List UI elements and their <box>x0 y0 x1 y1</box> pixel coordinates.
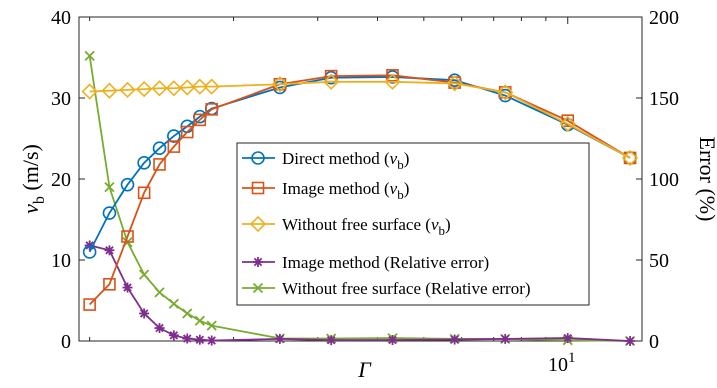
legend-entry-3: Image method (Relative error) <box>242 253 489 272</box>
legend-box <box>236 142 590 306</box>
right-axis-label: Error (%) <box>695 137 717 222</box>
data-point <box>122 282 133 293</box>
data-point <box>82 245 97 259</box>
data-point <box>323 73 340 90</box>
legend-marker <box>252 282 264 294</box>
legend-marker <box>251 151 265 165</box>
right-tick-label: 100 <box>649 169 679 191</box>
left-axis-label: vb (m/s) <box>18 144 48 214</box>
legend-label: Without free surface (vb) <box>282 215 451 238</box>
data-point <box>151 80 168 97</box>
x-tick-label: 101 <box>548 350 576 376</box>
legend-label: Direct method (vb) <box>282 149 409 172</box>
left-tick-label: 10 <box>51 250 71 272</box>
legend-label: Without free surface (Relative error) <box>282 279 531 298</box>
data-point <box>167 140 181 153</box>
data-point <box>194 334 205 345</box>
left-tick-label: 20 <box>51 169 71 191</box>
right-tick-label: 0 <box>649 331 659 353</box>
data-point <box>120 177 135 192</box>
data-point <box>154 287 165 298</box>
right-tick-label: 200 <box>649 7 679 29</box>
legend-entry-4: Without free surface (Relative error) <box>242 279 531 298</box>
data-point <box>179 79 196 96</box>
data-point <box>446 75 463 92</box>
series-line <box>89 244 631 342</box>
data-point <box>121 230 134 243</box>
data-point <box>205 103 218 116</box>
data-point <box>84 50 95 62</box>
data-point <box>119 81 136 99</box>
data-point <box>152 141 167 156</box>
data-point <box>623 151 637 165</box>
data-point <box>384 73 401 90</box>
data-point <box>182 308 193 319</box>
data-point <box>168 330 179 341</box>
data-point <box>102 206 117 220</box>
data-point <box>180 125 194 139</box>
left-tick-label: 0 <box>61 331 71 353</box>
data-point <box>498 86 512 99</box>
data-point <box>625 336 636 346</box>
data-point <box>500 333 511 344</box>
right-tick-label: 150 <box>649 88 679 110</box>
data-point <box>274 333 285 344</box>
data-point <box>167 129 181 143</box>
data-point <box>81 83 98 100</box>
data-point <box>153 158 166 171</box>
data-point <box>562 333 573 344</box>
legend-marker <box>253 257 263 267</box>
data-point <box>271 76 289 93</box>
data-point <box>137 156 151 170</box>
data-point <box>135 80 153 98</box>
legend-entry-1: Image method (vb) <box>242 179 409 202</box>
data-point <box>101 82 118 99</box>
series-2 <box>81 73 639 167</box>
data-point <box>154 323 165 334</box>
data-point <box>83 298 96 311</box>
series-3 <box>84 240 636 346</box>
x-axis-label: Γ <box>357 357 372 382</box>
data-point <box>621 149 639 167</box>
legend-label: Image method (vb) <box>282 179 409 202</box>
legend-marker <box>251 181 265 195</box>
legend-entry-2: Without free surface (vb) <box>242 215 451 238</box>
data-point <box>193 113 207 127</box>
legend-label: Image method (Relative error) <box>282 253 489 272</box>
data-point <box>137 186 151 200</box>
data-point <box>449 334 460 345</box>
legend-marker <box>249 215 267 233</box>
data-point <box>191 78 208 95</box>
legend-entry-0: Direct method (vb) <box>242 149 409 172</box>
data-point <box>182 333 193 344</box>
data-point <box>203 78 220 95</box>
data-point <box>386 69 399 82</box>
data-point <box>103 277 116 291</box>
data-point <box>165 80 182 97</box>
data-point <box>138 269 150 280</box>
right-tick-label: 50 <box>649 250 669 272</box>
data-point <box>194 315 205 326</box>
data-point <box>497 84 514 101</box>
data-point <box>326 335 337 346</box>
data-point <box>168 298 179 309</box>
data-point <box>104 181 115 193</box>
left-tick-label: 30 <box>51 88 71 110</box>
data-point <box>559 115 576 133</box>
data-point <box>206 320 217 331</box>
data-point <box>387 335 398 346</box>
left-tick-label: 40 <box>51 7 71 29</box>
data-point <box>104 245 115 256</box>
data-point <box>206 335 217 346</box>
data-point <box>139 308 150 319</box>
